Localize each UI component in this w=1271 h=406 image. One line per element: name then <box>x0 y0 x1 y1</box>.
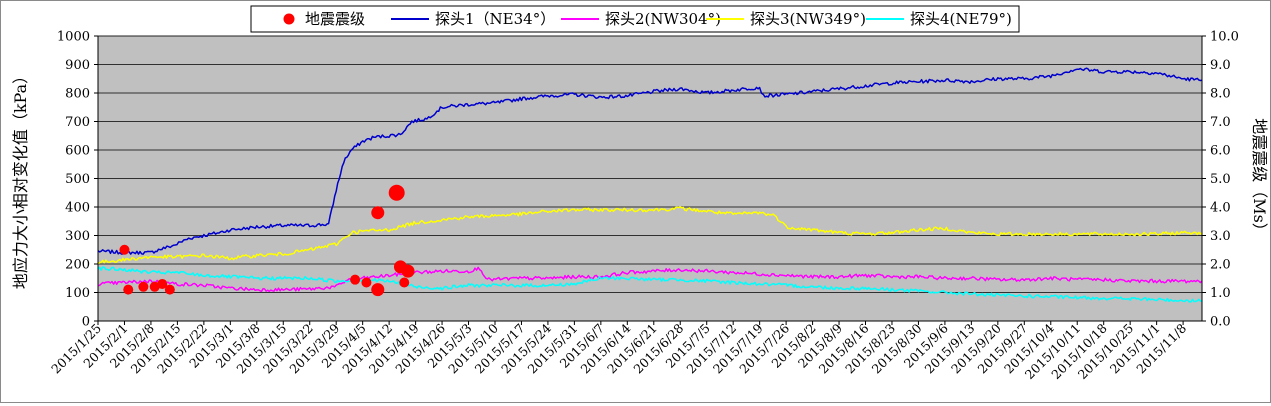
legend-marker <box>283 13 295 25</box>
y-left-tick-label: 800 <box>65 87 90 102</box>
y-right-tick-label: 9.0 <box>1210 58 1231 73</box>
legend-label: 探头4(NE79°) <box>910 10 1012 28</box>
y-right-tick-label: 1.0 <box>1210 286 1231 301</box>
y-right-tick-label: 3.0 <box>1210 229 1231 244</box>
y-left-tick-label: 1000 <box>57 30 90 45</box>
earthquake-point <box>388 184 405 201</box>
earthquake-point <box>119 244 130 255</box>
earthquake-point <box>371 283 385 297</box>
earthquake-point <box>164 284 175 295</box>
legend-label: 地震震级 <box>305 10 365 28</box>
earthquake-layer <box>119 184 415 297</box>
y-left-tick-label: 100 <box>65 286 90 301</box>
y-right-tick-label: 6.0 <box>1210 144 1231 159</box>
series-line-3 <box>97 206 1203 265</box>
y-right-tick-label: 5.0 <box>1210 172 1231 187</box>
series-line-2 <box>97 266 1203 293</box>
y-right-tick-label: 2.0 <box>1210 258 1231 273</box>
series-layer <box>97 67 1203 303</box>
earthquake-point <box>399 277 410 288</box>
earthquake-point <box>123 284 134 295</box>
y-left-tick-label: 500 <box>65 172 90 187</box>
y-left-tick-label: 600 <box>65 144 90 159</box>
earthquake-point <box>138 281 149 292</box>
y-axis-left-label: 地应力大小相对变化值（kPa） <box>11 68 30 289</box>
earthquake-point <box>149 281 160 292</box>
y-axis-right-label: 地震震级（Ms） <box>1250 118 1269 239</box>
y-left-tick-label: 300 <box>65 229 90 244</box>
y-left-tick-label: 900 <box>65 58 90 73</box>
y-right-tick-label: 4.0 <box>1210 201 1231 216</box>
legend-label: 探头3(NW349°) <box>750 10 866 28</box>
y-right-tick-label: 10.0 <box>1210 30 1239 45</box>
y-left-tick-label: 700 <box>65 115 90 130</box>
earthquake-point <box>350 274 361 285</box>
y-right-tick-label: 0.0 <box>1210 315 1231 330</box>
y-left-tick-label: 0 <box>82 315 90 330</box>
y-right-tick-label: 7.0 <box>1210 115 1231 130</box>
series-line-4 <box>97 266 1203 303</box>
legend: 地震震级 探头1（NE34°） 探头2(NW304°) 探头3(NW349°) 探头4(… <box>250 5 1020 33</box>
legend-label: 探头2(NW304°) <box>605 10 721 28</box>
legend-label: 探头1（NE34°） <box>435 10 555 28</box>
earthquake-point <box>371 206 385 220</box>
y-left-tick-label: 200 <box>65 258 90 273</box>
series-line-1 <box>97 67 1203 255</box>
y-left-tick-label: 400 <box>65 201 90 216</box>
y-right-tick-label: 8.0 <box>1210 87 1231 102</box>
earthquake-point <box>401 264 415 278</box>
earthquake-point <box>361 277 372 288</box>
earthquake-point <box>157 278 168 289</box>
